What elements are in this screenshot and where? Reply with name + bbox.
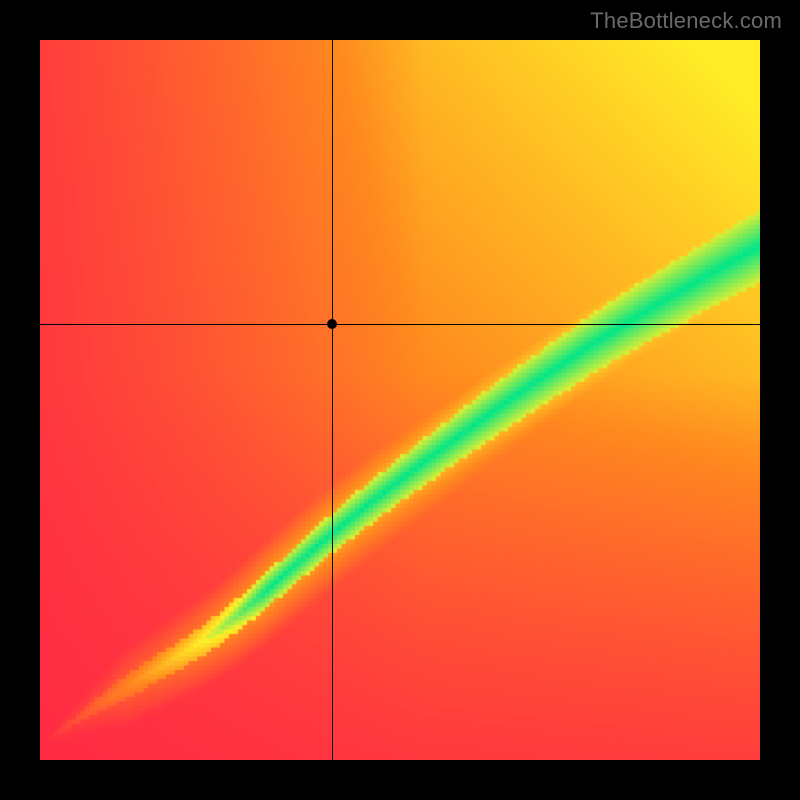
bottleneck-heatmap [40, 40, 760, 760]
watermark-label: TheBottleneck.com [590, 8, 782, 34]
chart-container: TheBottleneck.com [0, 0, 800, 800]
crosshair-vertical [332, 40, 333, 760]
crosshair-marker [327, 319, 337, 329]
crosshair-horizontal [40, 324, 760, 325]
